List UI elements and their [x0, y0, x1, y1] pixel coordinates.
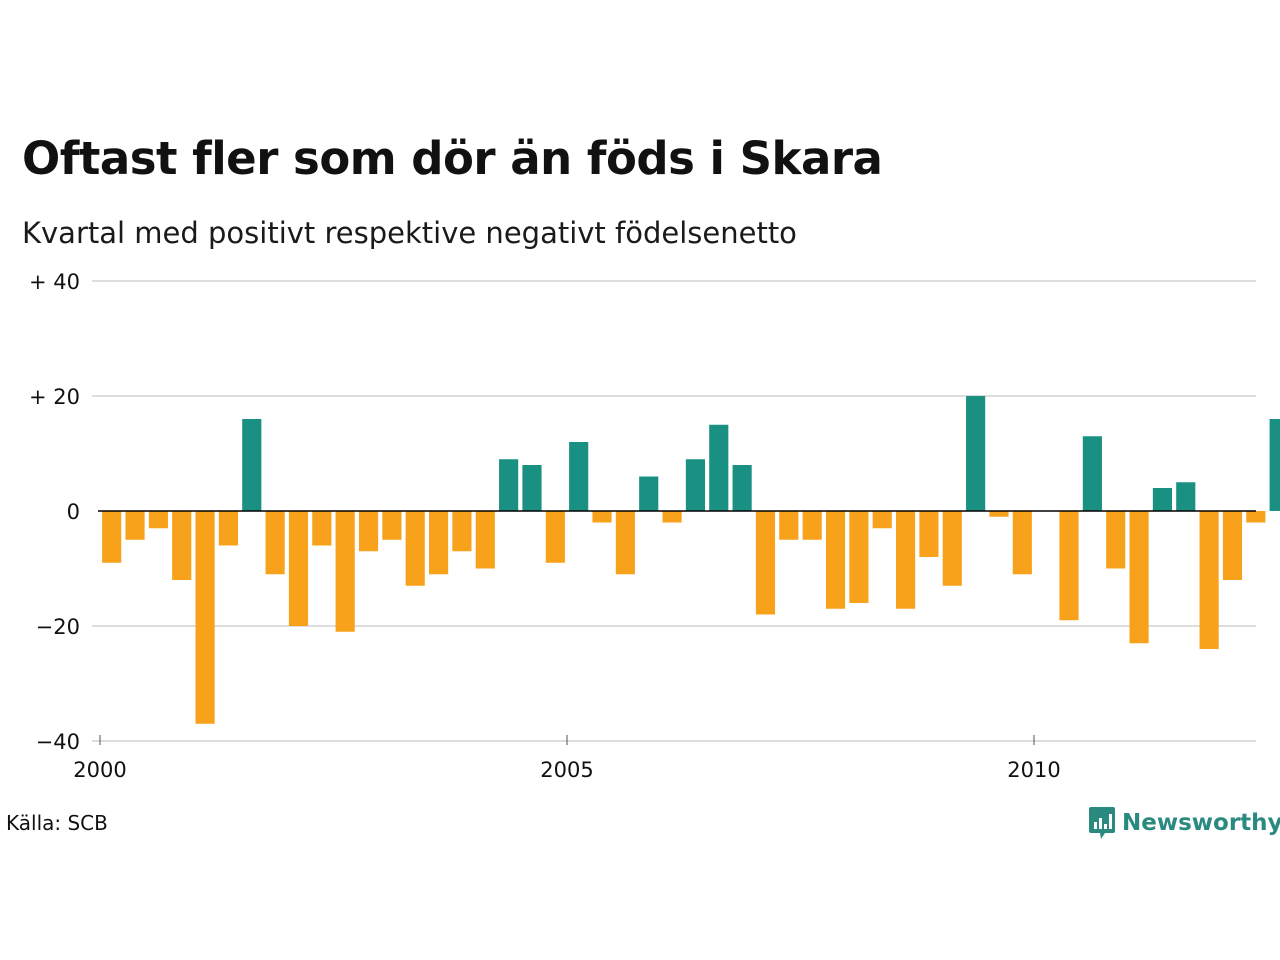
- bar-negative: [942, 511, 962, 586]
- brand-name: Newsworthy: [1122, 810, 1280, 836]
- bar-negative: [125, 511, 145, 540]
- bar-negative: [802, 511, 822, 540]
- newsworthy-logo: Newsworthy: [1088, 803, 1280, 843]
- bar-negative: [1106, 511, 1126, 569]
- bar-positive: [966, 396, 986, 511]
- y-tick-label: −20: [36, 615, 80, 639]
- x-tick-label: 2010: [1007, 758, 1060, 782]
- bar-positive: [1176, 482, 1196, 511]
- bar-positive: [732, 465, 752, 511]
- bar-positive: [569, 442, 589, 511]
- bar-positive: [1152, 488, 1172, 511]
- bar-negative: [755, 511, 776, 615]
- bar-negative: [312, 511, 332, 546]
- bar-negative: [1129, 511, 1149, 644]
- bar-negative: [1012, 511, 1032, 575]
- bar-negative: [172, 511, 192, 580]
- bar-negative: [1246, 511, 1266, 523]
- bar-negative: [335, 511, 355, 632]
- bar-positive: [522, 465, 542, 511]
- bar-negative: [872, 511, 892, 529]
- bar-negative: [1199, 511, 1219, 649]
- bar-negative: [849, 511, 869, 603]
- bar-positive: [685, 459, 705, 511]
- bar-negative: [779, 511, 799, 540]
- y-tick-label: + 20: [29, 385, 80, 409]
- y-tick-label: 0: [67, 500, 80, 524]
- bar-positive: [1269, 419, 1280, 511]
- bar-negative: [405, 511, 425, 586]
- bar-chart: + 40+ 200−20−40 20002005201020152020: [29, 270, 1280, 782]
- y-tick-label: + 40: [29, 270, 80, 294]
- bars: [102, 396, 1280, 724]
- bar-negative: [148, 511, 168, 529]
- bar-negative: [475, 511, 495, 569]
- y-tick-label: −40: [36, 730, 80, 754]
- chart-title: Oftast fler som dör än föds i Skara: [22, 132, 883, 185]
- bar-negative: [218, 511, 238, 546]
- bar-negative: [545, 511, 565, 563]
- source-note: Källa: SCB: [6, 811, 108, 835]
- bar-negative: [1222, 511, 1243, 580]
- bar-positive: [639, 476, 659, 511]
- bar-negative: [592, 511, 612, 523]
- x-tick-label: 2000: [73, 758, 126, 782]
- bar-positive: [242, 419, 262, 511]
- bar-negative: [896, 511, 916, 609]
- bar-negative: [825, 511, 846, 609]
- grid-lines: [92, 280, 1256, 742]
- x-tick-label: 2005: [540, 758, 593, 782]
- bar-positive: [1082, 436, 1102, 511]
- bar-positive: [499, 459, 519, 511]
- newsworthy-logo-icon: [1089, 807, 1115, 839]
- bar-negative: [615, 511, 635, 575]
- bar-negative: [1059, 511, 1079, 621]
- bar-negative: [195, 511, 215, 724]
- x-axis-ticks: 20002005201020152020: [73, 735, 1061, 782]
- y-axis-ticks: + 40 + 20 0 −20 −40: [29, 270, 80, 754]
- bar-negative: [288, 511, 309, 626]
- bar-negative: [989, 511, 1009, 517]
- bar-negative: [429, 511, 449, 575]
- bar-negative: [452, 511, 472, 552]
- chart-subtitle: Kvartal med positivt respektive negativt…: [22, 216, 797, 250]
- bar-negative: [102, 511, 122, 563]
- bar-negative: [382, 511, 402, 540]
- bar-negative: [265, 511, 285, 575]
- bar-negative: [358, 511, 379, 552]
- bar-negative: [919, 511, 939, 557]
- bar-negative: [662, 511, 682, 523]
- bar-positive: [709, 424, 729, 511]
